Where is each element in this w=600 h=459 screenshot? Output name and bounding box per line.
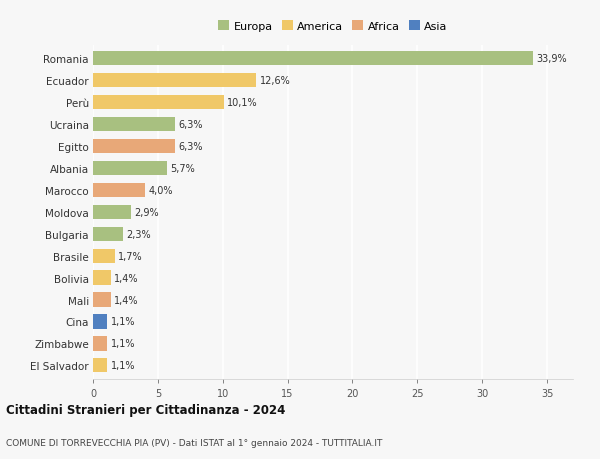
Legend: Europa, America, Africa, Asia: Europa, America, Africa, Asia: [216, 18, 450, 34]
Bar: [93, 336, 107, 351]
Bar: [93, 52, 533, 66]
Bar: [93, 205, 131, 219]
Text: 1,4%: 1,4%: [115, 295, 139, 305]
Text: 2,9%: 2,9%: [134, 207, 158, 217]
Bar: [93, 96, 224, 110]
Bar: [93, 140, 175, 154]
Bar: [93, 314, 107, 329]
Bar: [93, 249, 115, 263]
Text: 1,1%: 1,1%: [110, 361, 135, 370]
Bar: [93, 118, 175, 132]
Bar: [93, 183, 145, 197]
Text: 6,3%: 6,3%: [178, 142, 202, 151]
Bar: [93, 162, 167, 176]
Bar: [93, 227, 123, 241]
Text: 33,9%: 33,9%: [536, 54, 566, 64]
Bar: [93, 358, 107, 373]
Text: 12,6%: 12,6%: [260, 76, 290, 86]
Text: Cittadini Stranieri per Cittadinanza - 2024: Cittadini Stranieri per Cittadinanza - 2…: [6, 403, 286, 416]
Bar: [93, 293, 111, 307]
Text: 5,7%: 5,7%: [170, 163, 195, 174]
Text: 4,0%: 4,0%: [148, 185, 173, 196]
Text: 6,3%: 6,3%: [178, 120, 202, 130]
Text: 1,4%: 1,4%: [115, 273, 139, 283]
Text: COMUNE DI TORREVECCHIA PIA (PV) - Dati ISTAT al 1° gennaio 2024 - TUTTITALIA.IT: COMUNE DI TORREVECCHIA PIA (PV) - Dati I…: [6, 438, 382, 447]
Text: 1,1%: 1,1%: [110, 339, 135, 349]
Bar: [93, 74, 256, 88]
Text: 1,1%: 1,1%: [110, 317, 135, 327]
Text: 10,1%: 10,1%: [227, 98, 258, 108]
Bar: [93, 271, 111, 285]
Text: 1,7%: 1,7%: [118, 251, 143, 261]
Text: 2,3%: 2,3%: [126, 229, 151, 239]
